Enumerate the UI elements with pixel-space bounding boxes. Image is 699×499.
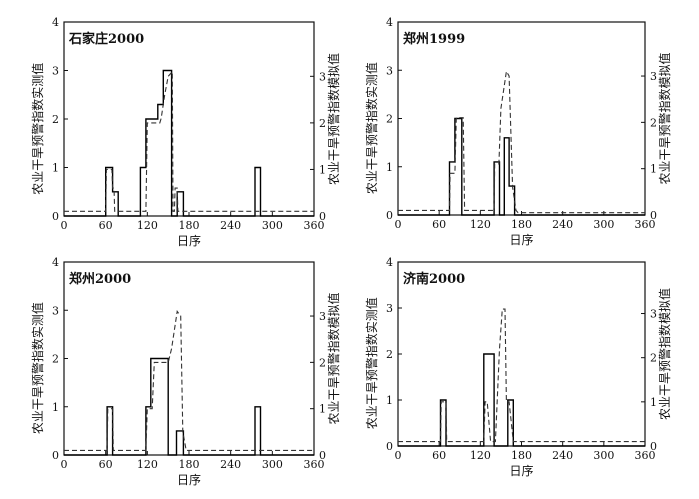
x-tick-label: 120 <box>137 458 158 471</box>
plot-frame <box>397 261 646 447</box>
y-tick-label-right: 2 <box>319 117 326 130</box>
panel-title: 石家庄2000 <box>68 31 144 47</box>
plot-frame <box>63 261 315 456</box>
y-tick-label-left: 2 <box>52 113 59 126</box>
chart-panel-2: 0 60 120 180 240 300 360012340123郑州1999日序农业干旱预… <box>364 16 672 247</box>
y-axis-label-left: 农业干旱预警指数实测值 <box>30 63 45 195</box>
observed-series-line <box>398 353 645 447</box>
y-tick-label-right: 3 <box>319 70 326 83</box>
chart-panel-1: 0 60 120 180 240 300 360012340123石家庄2000日序农业干旱… <box>30 16 341 248</box>
x-tick-label: 360 <box>635 449 656 462</box>
x-tick-label: 120 <box>470 218 491 231</box>
simulated-series-line <box>64 310 314 451</box>
y-tick-label-right: 3 <box>650 70 657 83</box>
x-axis-label: 日序 <box>177 233 201 248</box>
y-tick-label-left: 0 <box>386 209 393 222</box>
x-tick-label: 0 <box>61 219 68 232</box>
y-tick-label-left: 0 <box>52 449 59 462</box>
plot-frame <box>63 21 315 217</box>
y-tick-label-left: 2 <box>386 113 393 126</box>
x-tick-label: 360 <box>304 219 325 232</box>
y-axis-label-left: 农业干旱预警指数实测值 <box>30 302 45 434</box>
y-tick-label-left: 4 <box>52 16 59 29</box>
x-tick-label: 180 <box>179 219 200 232</box>
y-axis-label-right: 农业干旱预警指数模拟值 <box>326 53 341 185</box>
y-tick-label-right: 3 <box>650 308 657 321</box>
panel-title: 郑州1999 <box>403 31 465 47</box>
y-tick-label-left: 3 <box>386 64 393 77</box>
y-tick-label-left: 4 <box>386 256 393 269</box>
x-tick-label: 240 <box>552 449 573 462</box>
plot-frame <box>397 21 646 216</box>
y-tick-label-left: 1 <box>386 394 393 407</box>
x-tick-label: 180 <box>179 458 200 471</box>
x-tick-label: 0 <box>395 449 402 462</box>
y-axis-label-left: 农业干旱预警指数实测值 <box>364 297 379 429</box>
y-axis-label-right: 农业干旱预警指数模拟值 <box>326 292 341 424</box>
x-tick-label: 360 <box>635 218 656 231</box>
y-tick-label-right: 1 <box>319 163 326 176</box>
y-tick-label-left: 4 <box>386 16 393 29</box>
simulated-series-line <box>398 308 645 443</box>
y-tick-label-right: 0 <box>650 209 657 222</box>
y-tick-label-right: 1 <box>319 403 326 416</box>
y-tick-label-left: 4 <box>52 256 59 269</box>
y-tick-label-left: 3 <box>386 302 393 315</box>
y-tick-label-left: 1 <box>52 162 59 175</box>
panel-title: 济南2000 <box>403 271 465 287</box>
y-tick-label-left: 2 <box>52 353 59 366</box>
y-axis-label-right: 农业干旱预警指数模拟值 <box>657 52 672 184</box>
y-tick-label-left: 0 <box>52 210 59 223</box>
x-tick-label: 300 <box>262 219 283 232</box>
y-tick-label-left: 3 <box>52 304 59 317</box>
y-tick-label-right: 1 <box>650 396 657 409</box>
x-axis-label: 日序 <box>509 232 533 247</box>
chart-panel-4: 0 60 120 180 240 300 360012340123济南2000日序农业干旱预… <box>364 256 672 478</box>
x-tick-label: 0 <box>61 458 68 471</box>
y-tick-label-right: 2 <box>650 352 657 365</box>
x-tick-label: 240 <box>552 218 573 231</box>
x-tick-label: 60 <box>432 449 446 462</box>
simulated-series-line <box>398 69 645 214</box>
y-tick-label-left: 3 <box>52 65 59 78</box>
y-tick-label-right: 1 <box>650 163 657 176</box>
x-tick-label: 180 <box>511 449 532 462</box>
x-tick-label: 0 <box>395 218 402 231</box>
observed-series-line <box>398 117 645 216</box>
x-tick-label: 120 <box>470 449 491 462</box>
x-tick-label: 300 <box>593 449 614 462</box>
x-axis-label: 日序 <box>509 463 533 478</box>
x-tick-label: 300 <box>262 458 283 471</box>
x-tick-label: 360 <box>304 458 325 471</box>
x-tick-label: 240 <box>220 458 241 471</box>
observed-series-line <box>64 357 314 456</box>
y-tick-label-right: 0 <box>319 449 326 462</box>
x-tick-label: 60 <box>99 219 113 232</box>
chart-panel-3: 0 60 120 180 240 300 360012340123郑州2000日序农业干旱预… <box>30 256 341 487</box>
y-axis-label-left: 农业干旱预警指数实测值 <box>364 62 379 194</box>
y-tick-label-left: 0 <box>386 440 393 453</box>
x-tick-label: 120 <box>137 219 158 232</box>
y-tick-label-right: 0 <box>319 210 326 223</box>
y-tick-label-right: 0 <box>650 440 657 453</box>
y-tick-label-left: 1 <box>386 161 393 174</box>
simulated-series-line <box>64 70 314 212</box>
observed-series-line <box>64 69 314 217</box>
x-axis-label: 日序 <box>177 472 201 487</box>
y-tick-label-right: 2 <box>319 356 326 369</box>
x-tick-label: 60 <box>432 218 446 231</box>
x-tick-label: 60 <box>99 458 113 471</box>
y-tick-label-right: 3 <box>319 310 326 323</box>
x-tick-label: 300 <box>593 218 614 231</box>
y-tick-label-left: 2 <box>386 348 393 361</box>
x-tick-label: 180 <box>511 218 532 231</box>
y-axis-label-right: 农业干旱预警指数模拟值 <box>657 288 672 420</box>
panel-title: 郑州2000 <box>69 271 131 287</box>
x-tick-label: 240 <box>220 219 241 232</box>
y-tick-label-right: 2 <box>650 116 657 129</box>
y-tick-label-left: 1 <box>52 401 59 414</box>
